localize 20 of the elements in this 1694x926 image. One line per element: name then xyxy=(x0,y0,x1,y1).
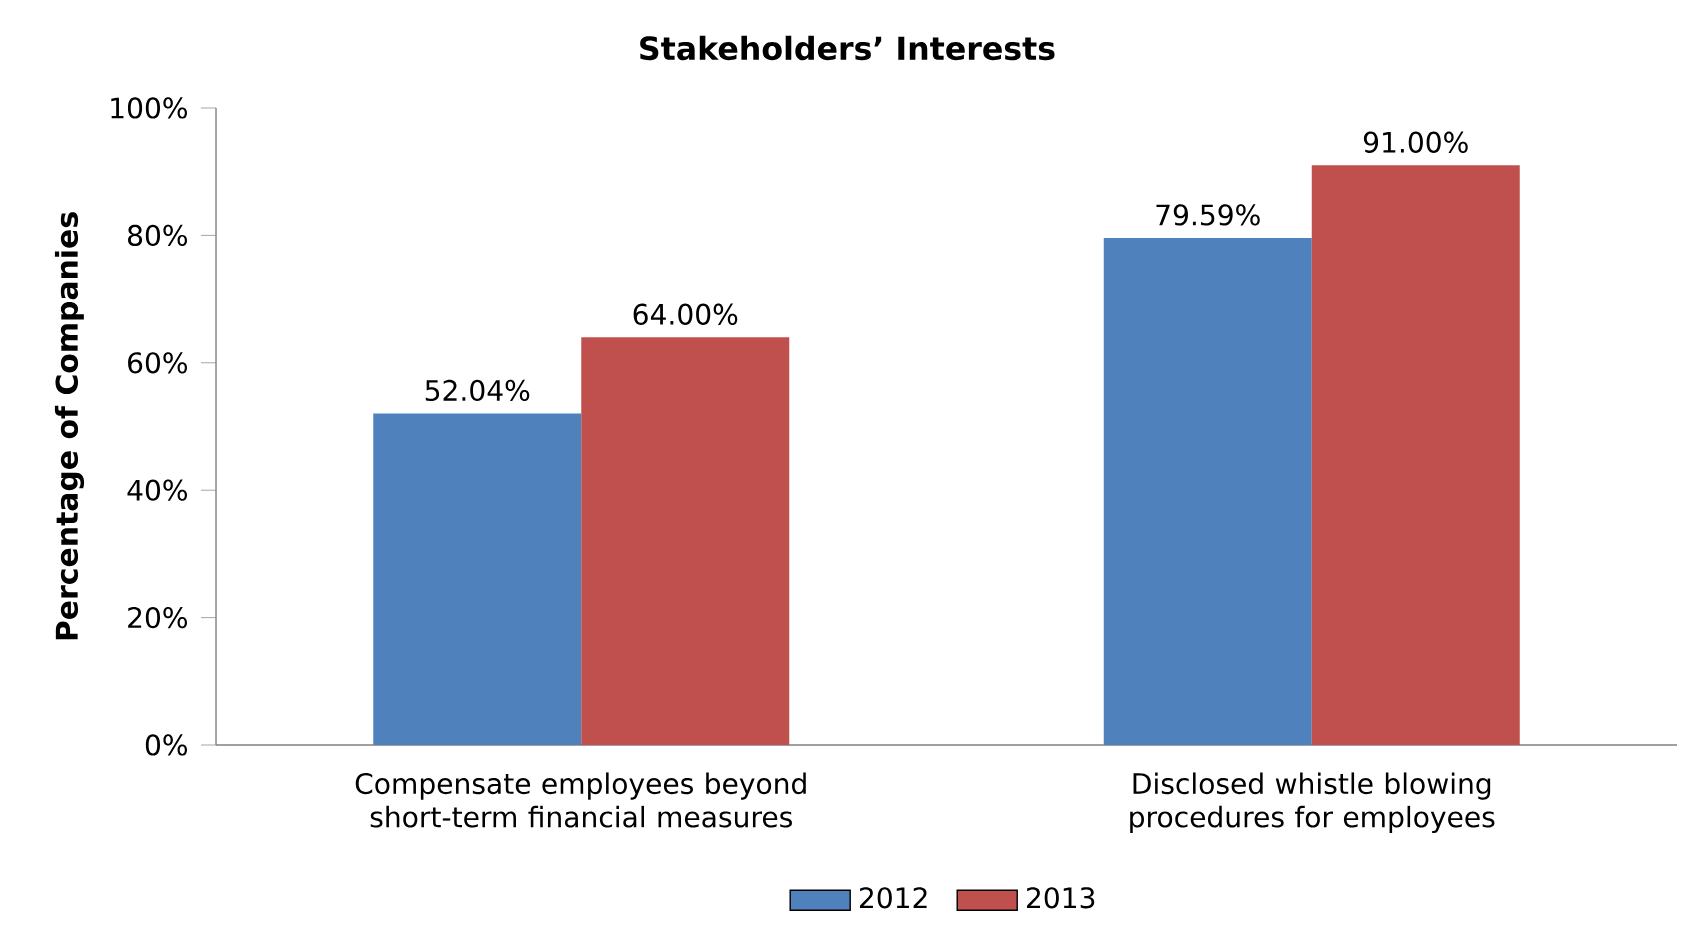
y-tick-label: 100% xyxy=(111,97,187,119)
legend-label: 2012 xyxy=(859,887,927,909)
y-tick-label: 0% xyxy=(145,734,187,756)
x-tick-label: Disclosed whistle blowing procedures for employees xyxy=(1130,772,1495,834)
y-tick-label: 40% xyxy=(127,479,187,501)
bar xyxy=(373,413,582,745)
data-label: 52.04% xyxy=(425,379,530,402)
data-label: 79.59% xyxy=(1156,204,1260,226)
bar xyxy=(581,337,790,745)
bar xyxy=(1311,165,1520,745)
bar xyxy=(1103,238,1312,745)
y-tick-label: 60% xyxy=(128,352,187,374)
y-tick-label: 20% xyxy=(128,606,187,629)
x-tick-label: Compensate employees beyond short-term financial measures xyxy=(355,772,806,828)
legend-label: 2013 xyxy=(1026,887,1095,909)
y-tick-label: 80% xyxy=(128,224,187,247)
data-label: 91.00% xyxy=(1363,131,1468,153)
y-axis-title: Percentage of Companies xyxy=(54,212,85,640)
chart-title: Stakeholders’ Interests xyxy=(640,35,1055,61)
data-label: 64.00% xyxy=(633,303,738,325)
